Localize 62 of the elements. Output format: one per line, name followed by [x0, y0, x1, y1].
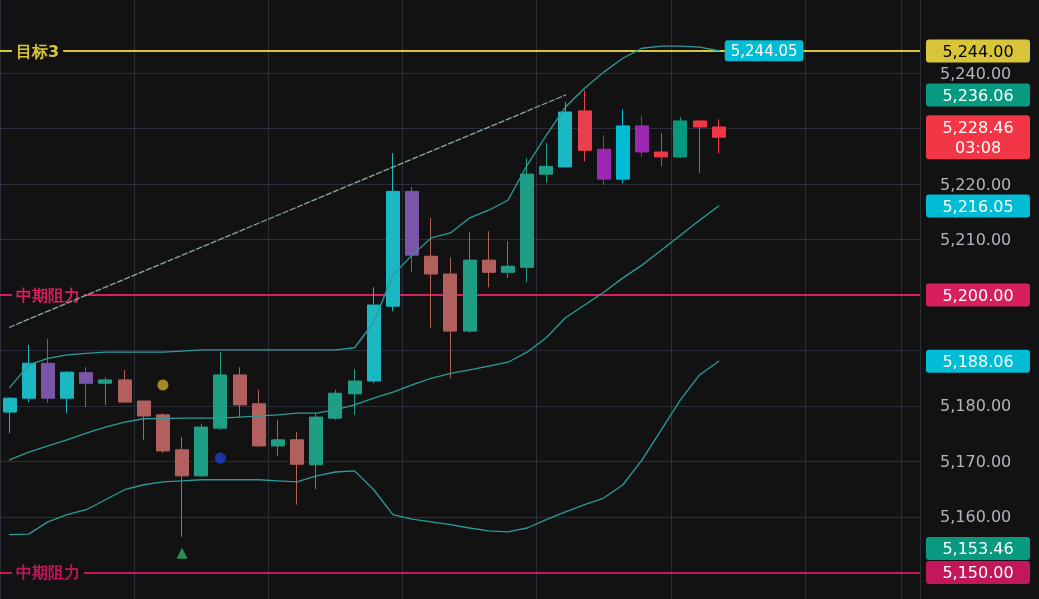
- candlestick: [252, 389, 266, 448]
- y-tick-label: 5,188.06: [942, 351, 1014, 371]
- candlestick: [635, 114, 649, 158]
- candlestick: [118, 369, 132, 403]
- candlestick: [156, 412, 170, 454]
- ref-line-label: 中期阻力: [16, 562, 80, 582]
- line-series: [8, 45, 720, 389]
- candlestick: [482, 230, 496, 288]
- candlestick: [520, 157, 534, 283]
- y-tick-label: 5,180.00: [940, 396, 1012, 416]
- candlestick: [290, 431, 304, 506]
- point: [157, 379, 169, 391]
- candlestick: [41, 338, 55, 404]
- candlestick: [79, 366, 93, 408]
- text: 5,228.46 03:08: [942, 117, 1014, 157]
- candlestick: [3, 396, 17, 434]
- candlestick: [443, 256, 457, 379]
- y-tick-label: 5,200.00: [942, 285, 1014, 305]
- candlestick: [673, 116, 687, 159]
- candlestick: [539, 142, 553, 184]
- y-tick-label: 5,236.06: [942, 85, 1014, 105]
- y-tick-label: 5,210.00: [940, 230, 1012, 250]
- y-tick-label: 5,216.05: [942, 196, 1014, 216]
- candlestick: [271, 419, 285, 457]
- y-tick-label: 5,244.00: [942, 41, 1014, 61]
- candlestick: [654, 132, 668, 167]
- candlestick: [386, 152, 400, 312]
- candlestick: [616, 108, 630, 184]
- candlestick: [175, 436, 189, 538]
- candlestick: [213, 351, 227, 431]
- y-tick-label: 5,150.00: [942, 562, 1014, 582]
- candlestick: [712, 118, 726, 154]
- candlestick: [501, 240, 515, 279]
- y-tick-label: 5,220.00: [940, 174, 1012, 194]
- candlestick: [194, 423, 208, 478]
- y-tick-label: 5,240.00: [940, 63, 1012, 83]
- candlestick: [98, 376, 112, 406]
- candlestick: [578, 89, 592, 162]
- line-series: [8, 360, 720, 536]
- y-tick-label: 5,170.00: [940, 451, 1012, 471]
- candlestick: [22, 344, 36, 403]
- candlestick: [309, 412, 323, 490]
- y-tick-label: 5,160.00: [940, 507, 1012, 527]
- point: [214, 452, 226, 464]
- candlestick: [233, 366, 247, 418]
- candlestick: [137, 400, 151, 441]
- y-tick-label: 5,153.46: [942, 538, 1014, 558]
- candlestick: [424, 217, 438, 329]
- data-label: 5,244.05: [730, 41, 798, 60]
- candlestick: [693, 120, 707, 174]
- candlestick: [367, 286, 381, 384]
- candlestick: [558, 101, 572, 168]
- line-series: [8, 205, 720, 461]
- candlestick: [463, 231, 477, 334]
- point: [176, 547, 188, 559]
- candlestick: [60, 370, 74, 414]
- candlestick: [348, 368, 362, 416]
- ref-line-label: 目标3: [16, 41, 60, 61]
- candlestick: [405, 186, 419, 273]
- candlestick: [597, 134, 611, 186]
- candlestick: [328, 389, 342, 421]
- ref-line-label: 中期阻力: [16, 285, 80, 305]
